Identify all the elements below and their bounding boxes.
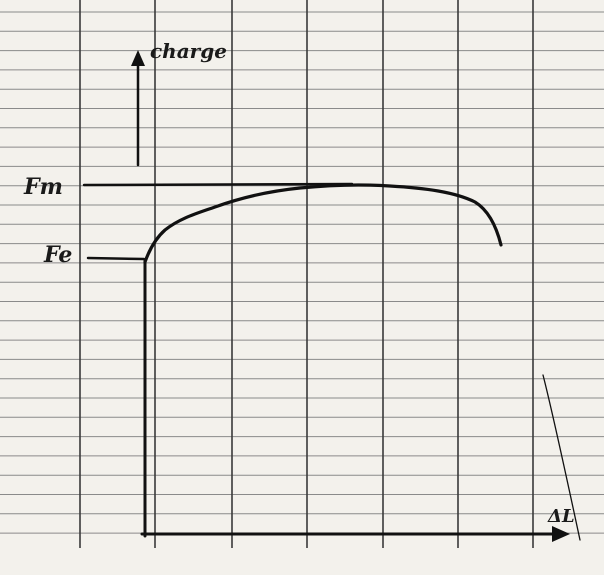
fm-label: Fm (23, 174, 63, 200)
y-axis-label: charge (150, 39, 227, 63)
diagram: charge Fm Fe ΔL (0, 0, 604, 575)
paper (0, 0, 604, 575)
x-axis-label: ΔL (547, 506, 575, 527)
fe-label: Fe (43, 242, 72, 268)
fm-line (84, 184, 352, 185)
fe-line (88, 258, 144, 259)
